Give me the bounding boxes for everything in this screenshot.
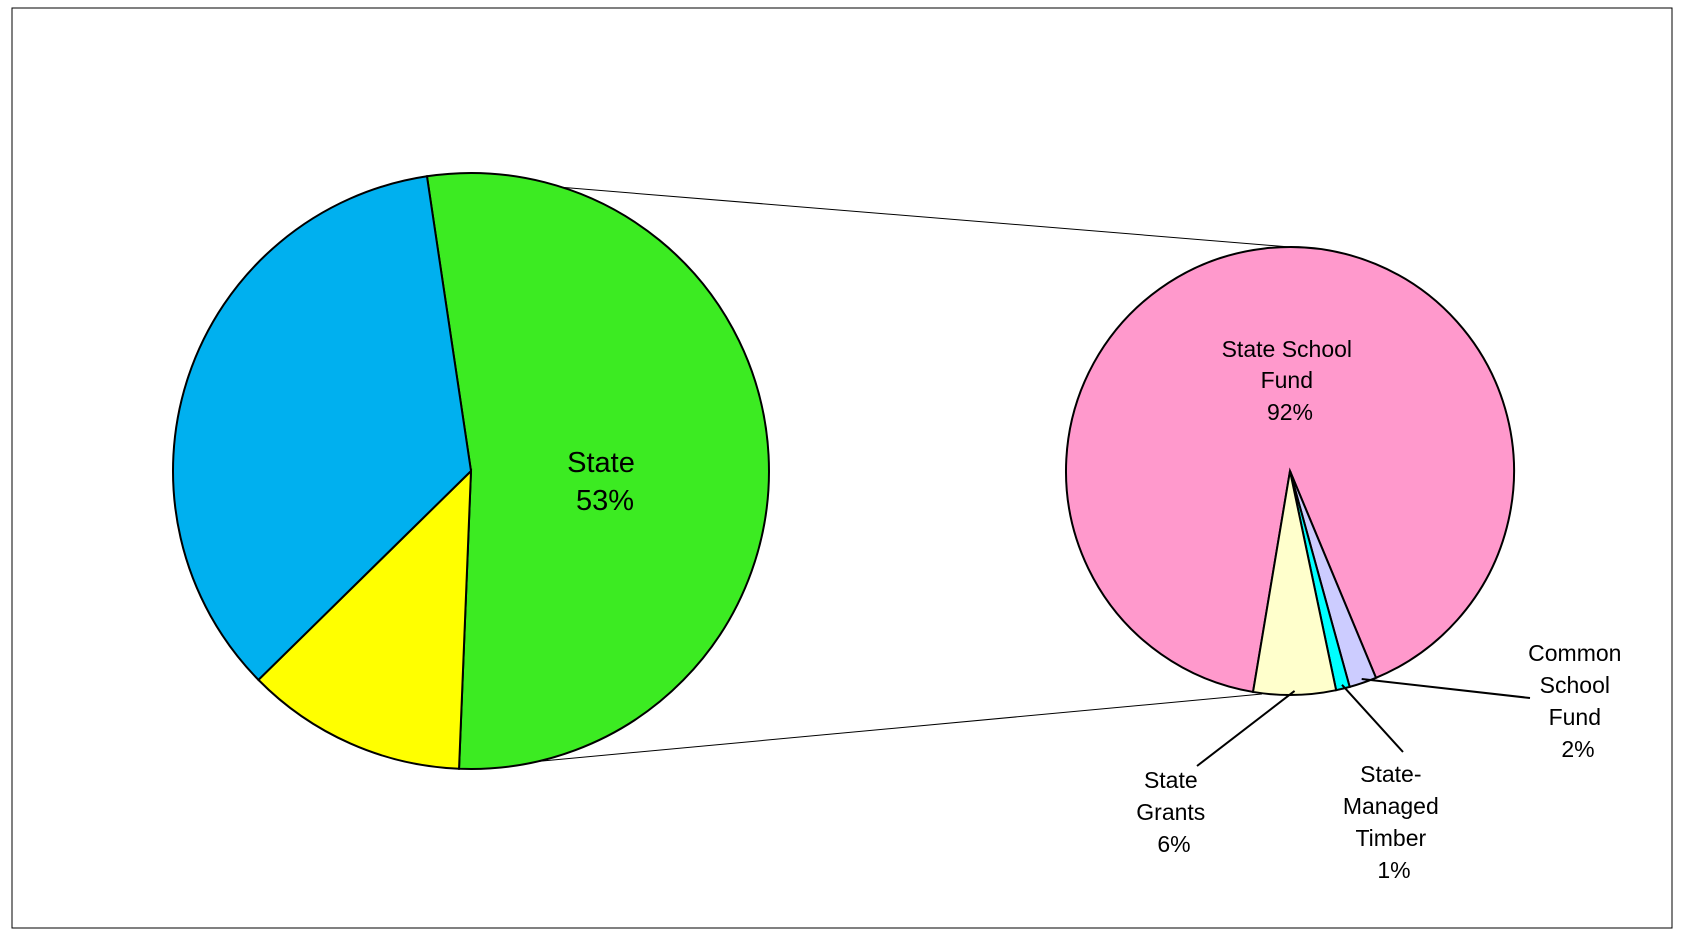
- breakout-slice-state-grants: [1251, 470, 1338, 696]
- connector-lines: [426, 175, 1291, 770]
- leader-lines: [1196, 678, 1531, 767]
- leader-line-state-managed-timber: [1341, 684, 1404, 753]
- connector-line-top: [426, 175, 1291, 248]
- main-slice-other-1: [257, 468, 473, 770]
- main-slice-state: [425, 172, 770, 770]
- breakout-slice-state-school-fund: [1065, 246, 1515, 694]
- main-pie: [172, 172, 770, 770]
- main-slice-other-2: [172, 175, 473, 682]
- common-school-fund-label: Common School Fund 2%: [1528, 640, 1628, 762]
- breakout-pie: [1065, 246, 1515, 696]
- state-label: State 53%: [567, 447, 643, 517]
- connector-line-bottom: [458, 693, 1263, 770]
- state-grants-label: State Grants 6%: [1136, 767, 1211, 857]
- state-school-fund-label: State School Fund 92%: [1222, 336, 1359, 425]
- leader-line-state-grants: [1196, 690, 1296, 767]
- leader-line-common-school-fund: [1361, 678, 1531, 699]
- state-managed-timber-label: State- Managed Timber 1%: [1343, 761, 1445, 883]
